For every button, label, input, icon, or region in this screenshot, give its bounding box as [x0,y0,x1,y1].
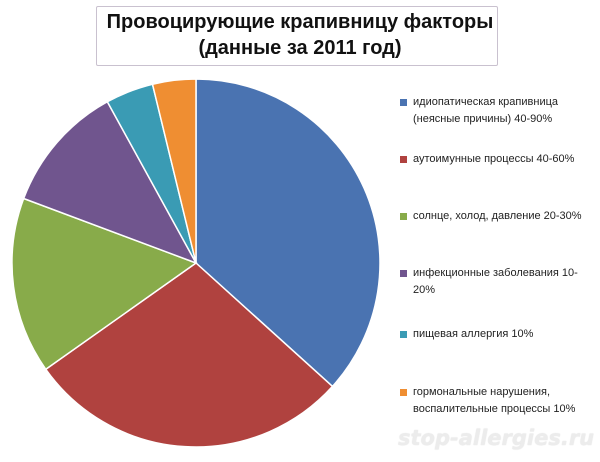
chart-title-box [96,6,498,66]
pie-slice-3 [11,197,198,371]
legend-swatch [400,213,407,220]
legend-label: идиопатическая крапивница (неясные причи… [413,96,559,125]
pie-slice-1 [195,78,381,388]
watermark: stop-allergies.ru [398,426,595,450]
legend-label: солнце, холод, давление 20-30% [413,210,582,222]
legend-label: пищевая аллергия 10% [413,328,534,340]
legend-swatch [400,270,407,277]
pie-slice-2 [44,262,334,448]
legend-swatch [400,156,407,163]
legend-label: аутоимунные процессы 40-60% [413,153,575,165]
pie-slice-6 [151,78,197,264]
legend-swatch [400,331,407,338]
legend-label: инфекционные заболевания 10-20% [413,267,578,296]
pie-slice-4 [22,100,198,265]
legend-label: гормональные нарушения, воспалительные п… [413,386,576,415]
chart-title: Провоцирующие крапивницу факторы [106,11,494,33]
chart-subtitle: (данные за 2011 год) [198,37,402,59]
legend-swatch [400,389,407,396]
legend-swatch [400,99,407,106]
